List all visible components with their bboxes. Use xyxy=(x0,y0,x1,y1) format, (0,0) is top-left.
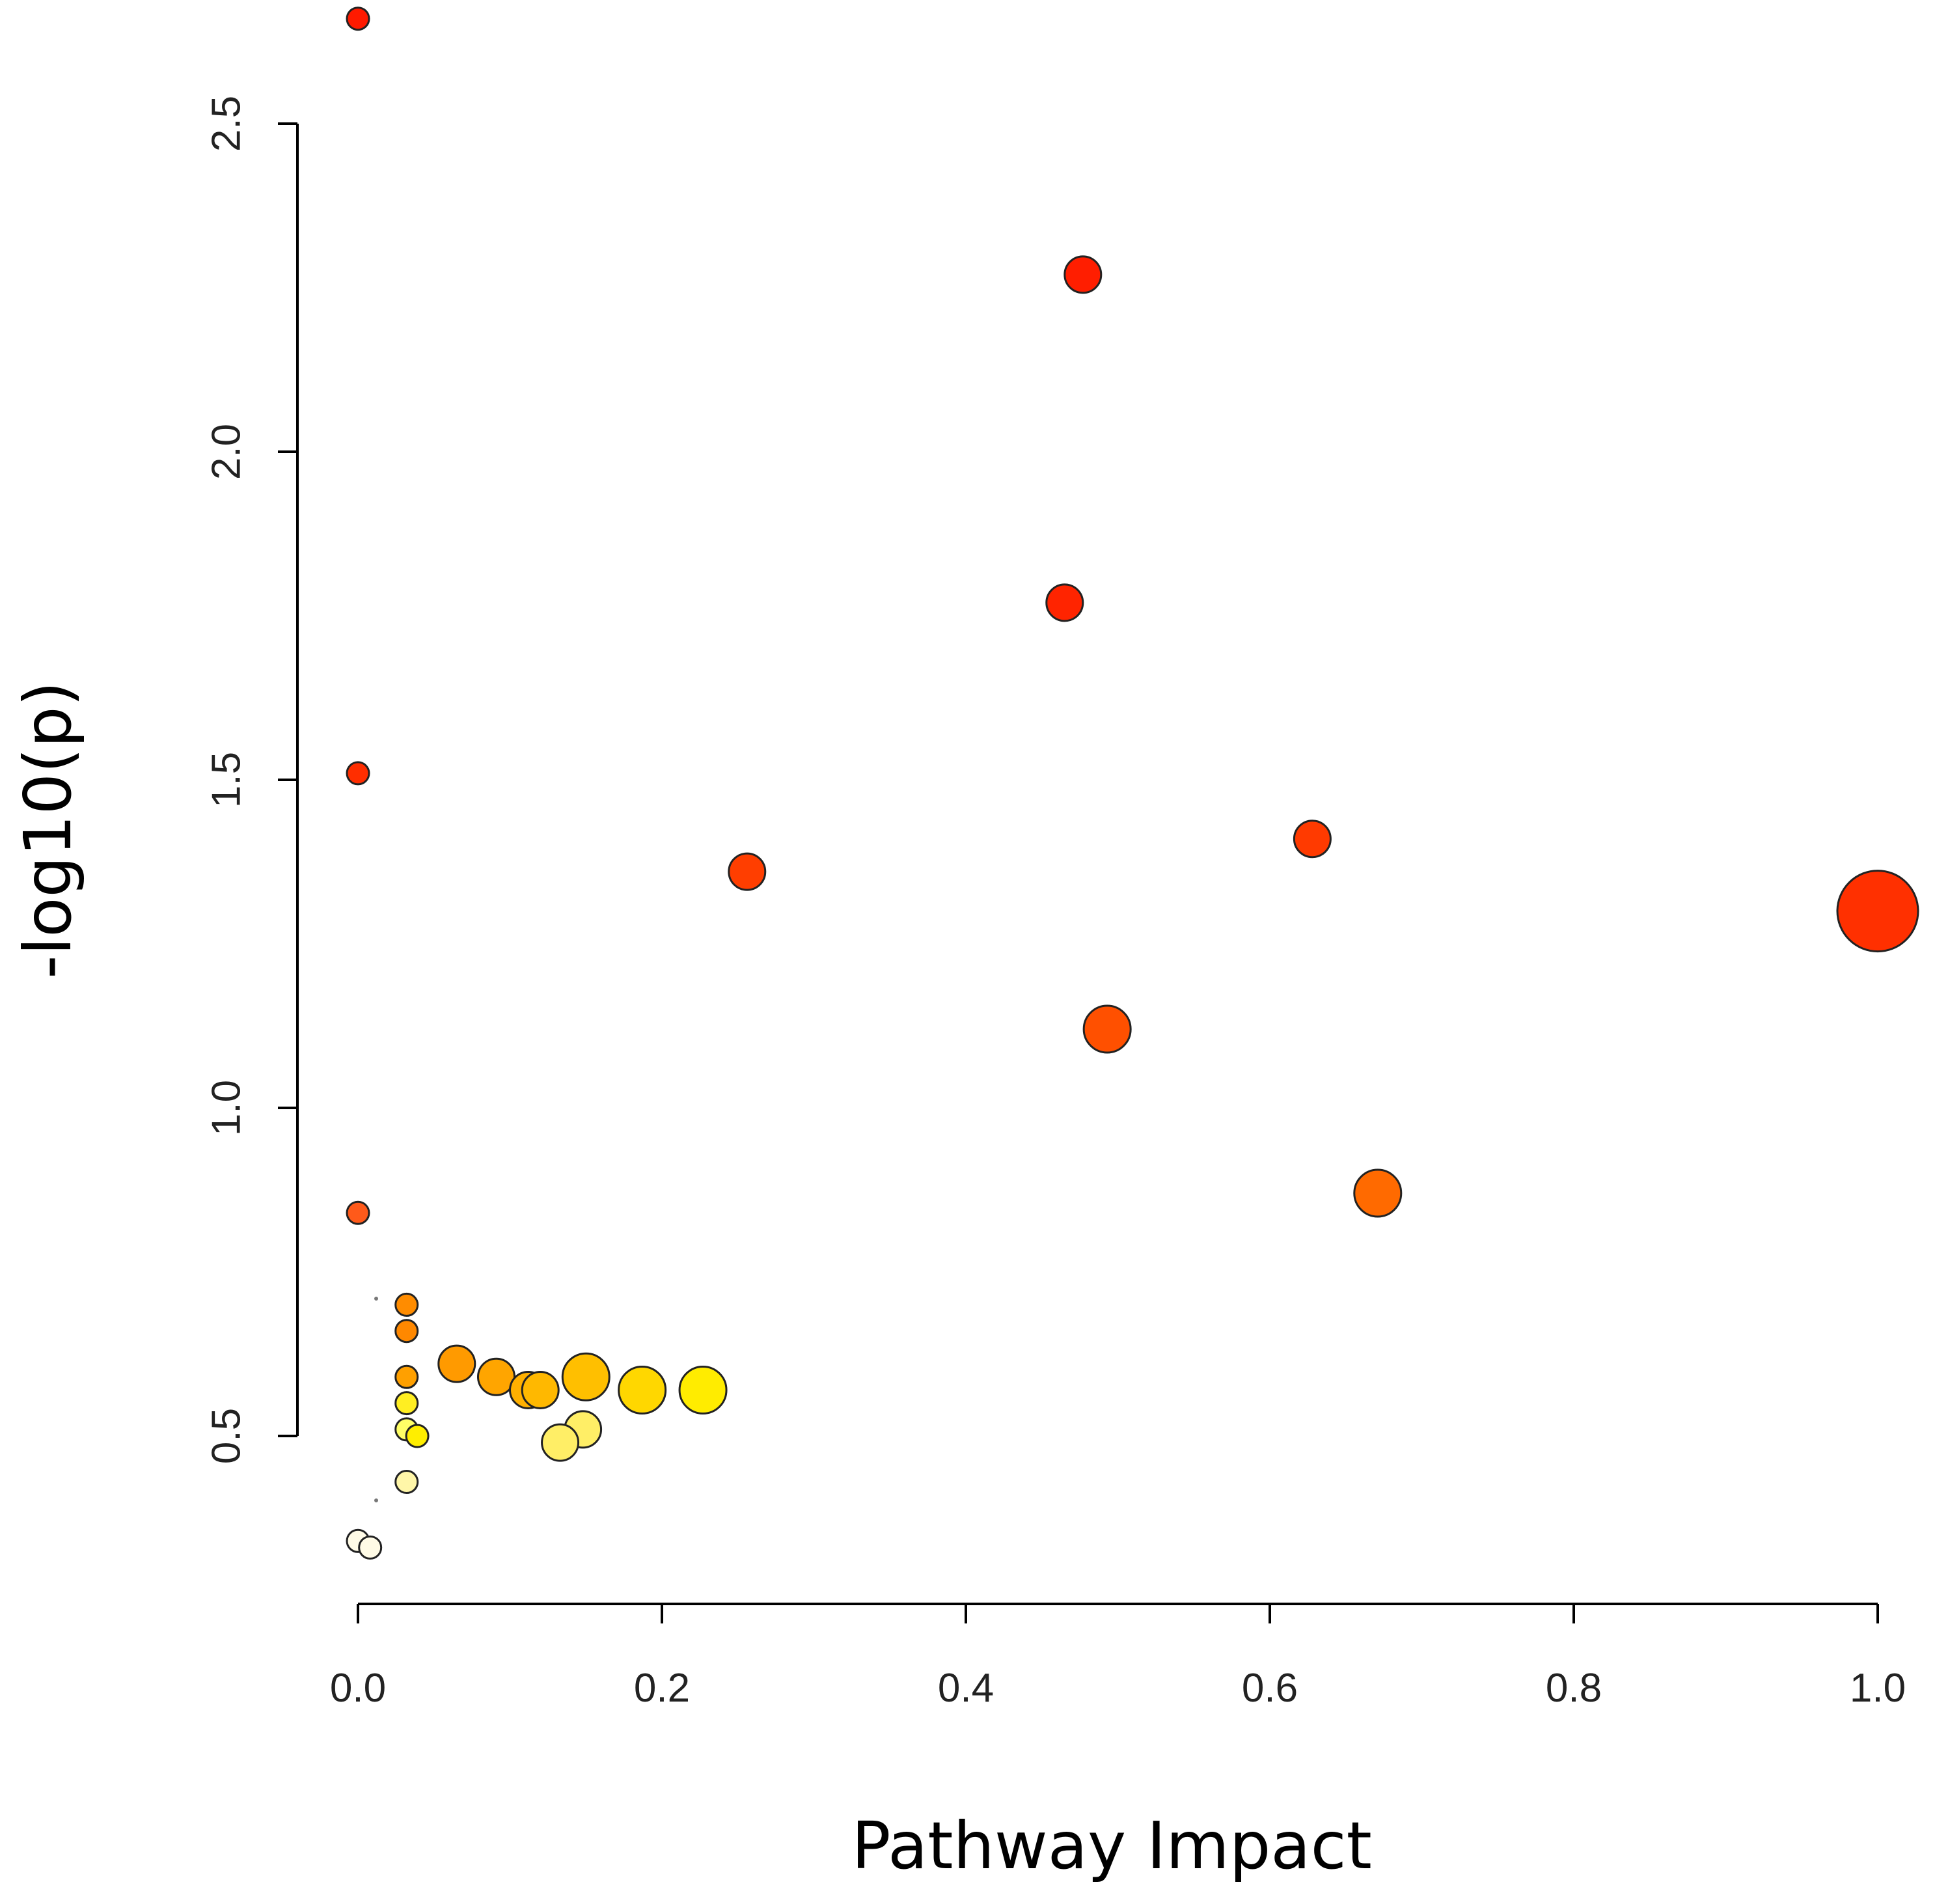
data-point xyxy=(1353,1168,1403,1218)
y-tick-label: 0.5 xyxy=(204,1408,249,1464)
data-point xyxy=(678,1365,728,1414)
data-point xyxy=(394,1364,419,1389)
data-point xyxy=(521,1370,560,1409)
x-axis-title: Pathway Impact xyxy=(851,1808,1372,1884)
data-point xyxy=(1045,583,1084,622)
y-tick-label: 1.5 xyxy=(204,752,249,808)
data-point xyxy=(394,1319,419,1344)
y-tick-label: 2.5 xyxy=(204,96,249,152)
y-tick-label: 2.0 xyxy=(204,424,249,480)
y-axis-title: -log10(p) xyxy=(10,681,86,978)
data-point xyxy=(405,1424,430,1448)
x-tick-label: 0.6 xyxy=(1242,1666,1298,1711)
x-ticks: 0.0 0.2 0.4 0.6 0.8 1.0 xyxy=(330,1604,1906,1711)
data-point xyxy=(346,1200,370,1225)
data-point xyxy=(346,7,370,31)
stray-marks xyxy=(374,1297,378,1502)
stray-dot xyxy=(374,1498,378,1502)
data-point xyxy=(1082,1004,1132,1054)
data-point xyxy=(437,1344,476,1383)
stray-dot xyxy=(374,1297,378,1301)
x-tick-label: 1.0 xyxy=(1850,1666,1906,1711)
data-points xyxy=(346,7,1919,1560)
y-ticks: 0.5 1.0 1.5 2.0 2.5 xyxy=(204,96,297,1464)
data-point xyxy=(358,1535,383,1560)
data-point xyxy=(1836,870,1919,953)
x-tick-label: 0.8 xyxy=(1546,1666,1602,1711)
data-point xyxy=(541,1423,580,1462)
data-point xyxy=(1293,820,1332,859)
data-point xyxy=(394,1391,419,1416)
data-point xyxy=(618,1365,667,1414)
data-point xyxy=(1064,255,1103,294)
x-tick-label: 0.4 xyxy=(938,1666,994,1711)
data-point xyxy=(346,761,370,786)
x-tick-label: 0.0 xyxy=(330,1666,386,1711)
data-point xyxy=(394,1292,419,1317)
axes: 0.5 1.0 1.5 2.0 2.5 0.0 0.2 0.4 0.6 0.8 1.0 xyxy=(204,96,1906,1711)
data-point xyxy=(394,1470,419,1495)
data-point xyxy=(728,852,767,891)
data-point xyxy=(561,1352,611,1401)
x-tick-label: 0.2 xyxy=(634,1666,690,1711)
y-tick-label: 1.0 xyxy=(204,1080,249,1136)
